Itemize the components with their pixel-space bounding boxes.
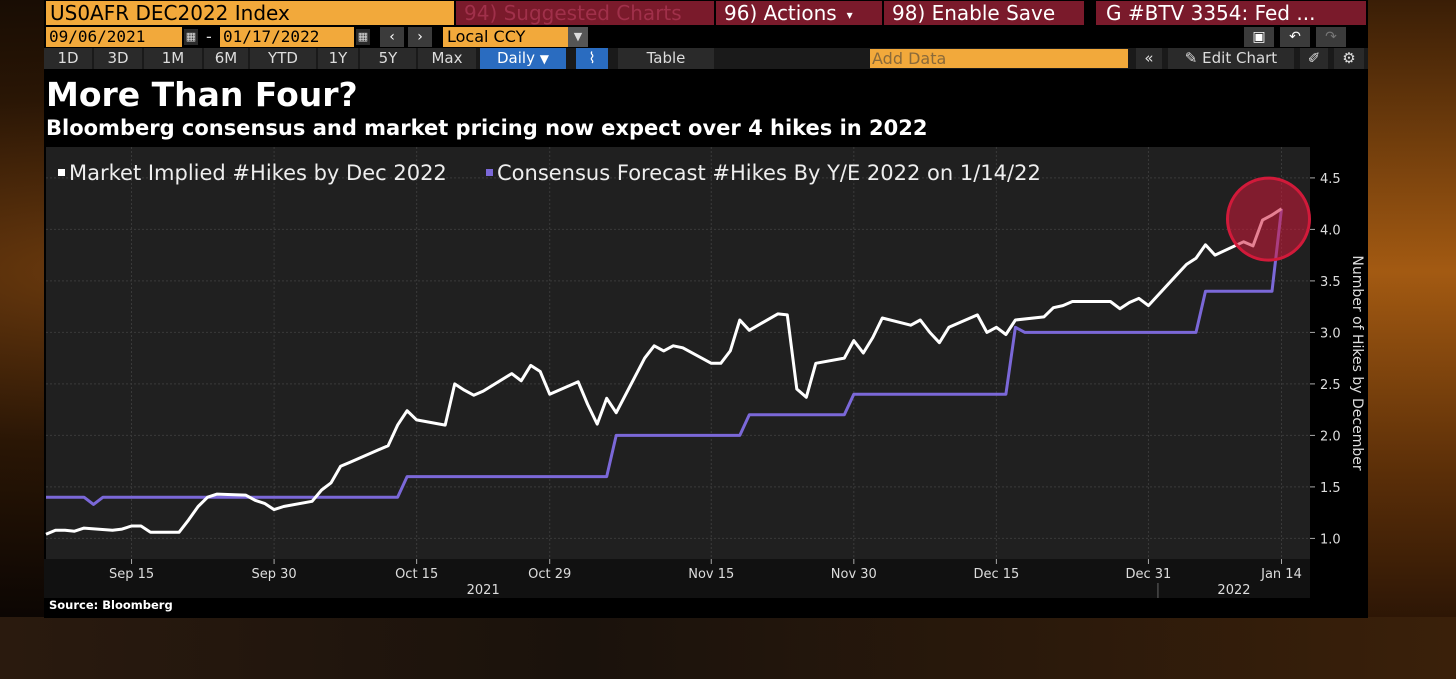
toolbar-top: US0AFR DEC2022 Index 94) Suggested Chart… [44,0,1368,26]
period-6m[interactable]: 6M [204,48,248,69]
year-label: 2021 [467,583,500,598]
x-tick-label: Sep 30 [251,567,296,582]
bloomberg-chart-panel: US0AFR DEC2022 Index 94) Suggested Chart… [44,0,1368,618]
line-chart[interactable]: Sep 15 Sep 30 Oct 15 Oct 29 Nov 15 Nov 30 Dec … [44,147,1368,598]
x-tick-label: Jan 14 [1260,567,1302,582]
next-period-button[interactable]: › [408,27,432,47]
legend-entry: Consensus Forecast #Hikes By Y/E 2022 on… [497,161,1041,185]
period-5y[interactable]: 5Y [360,48,416,69]
plot-background [46,147,1310,559]
chevron-down-icon[interactable]: ▼ [568,27,588,47]
x-tick-label: Sep 15 [109,567,154,582]
suggested-charts-button[interactable]: 94) Suggested Charts [456,1,714,25]
x-tick-label: Nov 15 [688,567,734,582]
legend-swatch [58,169,65,176]
y-tick-label: 3.5 [1320,275,1341,290]
redo-icon[interactable]: ↷ [1316,27,1346,47]
background-bottom [0,617,1456,679]
date-separator: - [206,27,212,46]
chevron-down-icon: ▼ [539,52,549,66]
actions-label: 96) Actions [724,1,837,25]
period-1m[interactable]: 1M [144,48,202,69]
y-tick-label: 4.0 [1320,223,1341,238]
y-tick-label: 1.0 [1320,532,1341,547]
table-button[interactable]: Table [618,48,714,69]
highlight-circle [1225,176,1311,262]
legend-entry: Market Implied #Hikes by Dec 2022 [69,161,447,185]
add-data-input[interactable]: Add Data [870,49,1128,68]
year-label: 2022 [1217,583,1250,598]
y-axis-band [1310,147,1368,598]
x-tick-label: Dec 15 [973,567,1019,582]
calendar-icon[interactable]: ▦ [356,29,370,45]
y-tick-label: 4.5 [1320,172,1341,187]
edit-chart-button[interactable]: ✎ Edit Chart [1168,48,1294,69]
undo-icon[interactable]: ↶ [1280,27,1310,47]
x-tick-label: Oct 15 [395,567,438,582]
y-tick-label: 2.5 [1320,378,1341,393]
series-line-consensus [46,208,1283,506]
x-tick-label: Oct 29 [528,567,571,582]
line-chart-icon[interactable]: ⌇ [576,48,608,69]
annotate-icon[interactable]: ✐ [1300,48,1328,69]
y-axis-label: Number of Hikes by December [1349,255,1365,470]
chart-plot-area: Sep 15 Sep 30 Oct 15 Oct 29 Nov 15 Nov 30 Dec … [44,147,1368,598]
period-3d[interactable]: 3D [94,48,142,69]
background-right-glow [1366,0,1456,679]
collapse-icon[interactable]: « [1136,48,1162,69]
gear-icon[interactable]: ⚙ [1334,48,1364,69]
period-1y[interactable]: 1Y [318,48,358,69]
caret-down-icon: ▾ [846,7,853,22]
presentation-icon[interactable]: ▣ [1244,27,1274,47]
enable-save-button[interactable]: 98) Enable Save [884,1,1084,25]
x-tick-label: Dec 31 [1126,567,1172,582]
frequency-select[interactable]: Daily ▼ [480,48,566,69]
actions-button[interactable]: 96) Actions ▾ [716,1,882,25]
ticker-field[interactable]: US0AFR DEC2022 Index [46,1,454,25]
period-ytd[interactable]: YTD [250,48,316,69]
pencil-icon: ✎ [1184,49,1198,67]
chart-title: More Than Four? [46,75,358,114]
y-tick-label: 2.0 [1320,429,1341,444]
start-date-field[interactable]: 09/06/2021 [46,27,182,47]
source-note: Source: Bloomberg [49,598,173,612]
news-headline-button[interactable]: G #BTV 3354: Fed ... [1096,1,1366,25]
chart-subtitle: Bloomberg consensus and market pricing n… [46,116,928,140]
toolbar-dates: 09/06/2021 ▦ - 01/17/2022 ▦ ‹ › Local CC… [44,27,1368,47]
toolbar-periods: 1D 3D 1M 6M YTD 1Y 5Y Max Daily ▼ ⌇ Tabl… [44,48,1368,69]
end-date-field[interactable]: 01/17/2022 [220,27,354,47]
y-tick-label: 3.0 [1320,326,1341,341]
x-axis-band [44,559,1310,598]
legend-swatch [486,169,493,176]
series-line-market-implied [45,207,1283,536]
x-tick-label: Nov 30 [831,567,877,582]
y-tick-label: 1.5 [1320,481,1341,496]
frequency-label: Daily [497,49,535,67]
period-1d[interactable]: 1D [44,48,92,69]
currency-select[interactable]: Local CCY [443,27,588,47]
edit-chart-label: Edit Chart [1202,49,1278,67]
calendar-icon[interactable]: ▦ [184,29,198,45]
period-max[interactable]: Max [418,48,476,69]
previous-period-button[interactable]: ‹ [380,27,404,47]
